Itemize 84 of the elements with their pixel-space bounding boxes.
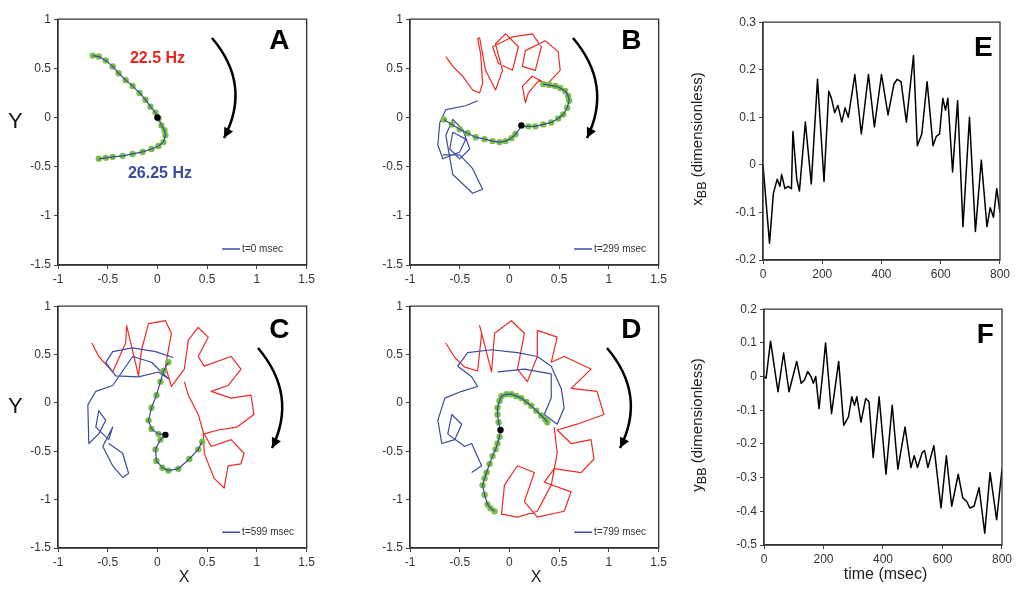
x-tick-label: 1.5: [298, 554, 316, 569]
y-tick-label: -1: [392, 491, 404, 506]
y-tick-label: 1: [396, 11, 404, 26]
x-tick-label: 200: [813, 551, 834, 566]
x-tick-label: 1: [253, 554, 261, 569]
x-tick-label: 0: [506, 271, 514, 286]
y-tick-label: 0: [750, 368, 758, 383]
chart-title: C: [269, 313, 290, 345]
y-tick-label: -1.5: [382, 257, 404, 272]
legend-label: t=0 msec: [242, 242, 283, 254]
y-tick-label: 0: [44, 109, 52, 124]
y-tick-label: -0.5: [30, 158, 52, 173]
y-tick-label: -0.1: [736, 402, 758, 417]
y-tick-label: -1.5: [30, 540, 52, 555]
x-tick-label: -0.5: [97, 554, 119, 569]
x-tick-label: 1.5: [650, 271, 668, 286]
annotation: 26.25 Hz: [127, 164, 192, 182]
x-tick-label: 1: [605, 271, 613, 286]
x-tick-label: 0: [154, 271, 162, 286]
x-tick-label: 0: [154, 554, 162, 569]
x-tick-label: 800: [991, 551, 1013, 566]
y-tick-label: 0.1: [740, 335, 758, 350]
y-tick-label: 0: [44, 395, 52, 410]
annotation: 22.5 Hz: [129, 48, 186, 66]
y-tick-label: 0: [396, 109, 404, 124]
y-tick-label: -1: [40, 491, 52, 506]
x-tick-label: 1.5: [650, 554, 668, 569]
legend-label: t=799 msec: [594, 526, 647, 538]
y-tick-label: -0.2: [736, 436, 758, 451]
y-tick-label: -0.1: [735, 204, 757, 219]
x-tick-label: -0.5: [449, 554, 471, 569]
x-tick-label: 0.5: [550, 554, 568, 569]
x-tick-label: 0: [506, 554, 514, 569]
y-tick-label: -0.2: [735, 252, 757, 267]
chart-title: A: [269, 24, 290, 56]
x-tick-label: 600: [932, 551, 953, 566]
y-tick-label: -0.4: [736, 503, 758, 518]
x-axis-title: X: [178, 568, 190, 586]
x-tick-label: 1: [253, 271, 261, 286]
y-tick-label: -0.5: [382, 443, 404, 458]
x-axis-title: X: [530, 568, 542, 586]
y-axis-title: Y: [8, 108, 23, 134]
y-tick-label: -1: [40, 208, 52, 223]
x-tick-label: -0.5: [97, 271, 119, 286]
y-tick-label: 0: [749, 157, 757, 172]
y-tick-label: 0.5: [34, 346, 52, 361]
y-tick-label: 0.5: [386, 346, 404, 361]
y-tick-label: 0.2: [740, 301, 758, 316]
y-tick-label: 1: [396, 298, 404, 313]
y-axis-title: Y: [8, 393, 23, 420]
chart-title: D: [621, 313, 642, 345]
y-tick-label: 0.1: [739, 109, 757, 124]
x-tick-label: -0.5: [449, 271, 471, 286]
x-axis-title: time (msec): [843, 565, 928, 583]
chart-title: E: [974, 31, 993, 63]
y-tick-label: 0.2: [739, 62, 757, 77]
x-tick-label: 400: [871, 266, 892, 281]
chart-title: B: [621, 24, 642, 56]
y-tick-label: -0.5: [382, 158, 404, 173]
x-tick-label: 1.5: [298, 271, 316, 286]
x-tick-label: 0.5: [198, 554, 216, 569]
legend-label: t=299 msec: [594, 242, 647, 254]
chart-title: F: [976, 317, 994, 349]
x-tick-label: 1: [605, 554, 613, 569]
x-tick-label: 200: [812, 266, 833, 281]
y-tick-label: 0: [396, 395, 404, 410]
y-tick-label: -0.5: [30, 443, 52, 458]
y-tick-label: 1: [44, 11, 52, 26]
x-tick-label: 0.5: [198, 271, 216, 286]
legend-label: t=599 msec: [242, 526, 295, 538]
y-tick-label: -1.5: [382, 540, 404, 555]
y-tick-label: -0.3: [736, 469, 758, 484]
y-tick-label: 1: [44, 298, 52, 313]
y-tick-label: 0.3: [739, 14, 757, 29]
y-tick-label: -0.5: [736, 537, 758, 552]
x-tick-label: 0: [760, 551, 768, 566]
x-tick-label: 0.5: [550, 271, 568, 286]
x-tick-label: 600: [930, 266, 952, 281]
y-tick-label: -1.5: [30, 257, 52, 272]
x-tick-label: 400: [872, 551, 894, 566]
x-tick-label: 800: [989, 266, 1011, 281]
y-tick-label: 0.5: [386, 60, 404, 75]
y-tick-label: 0.5: [34, 60, 52, 75]
y-tick-label: -1: [392, 208, 404, 223]
